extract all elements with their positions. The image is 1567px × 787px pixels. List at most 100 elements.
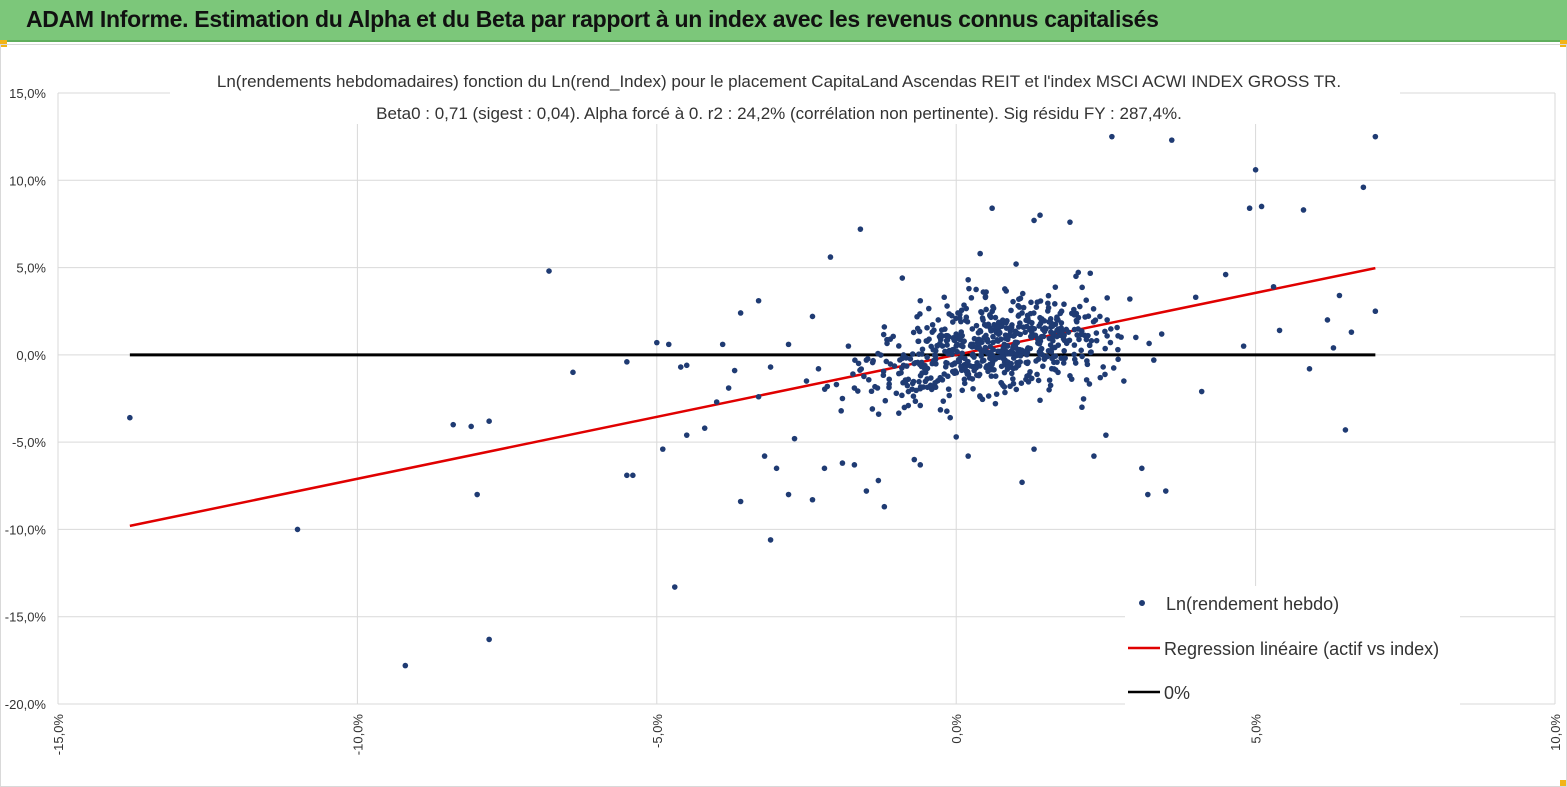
data-point (932, 380, 938, 386)
data-point (1102, 371, 1108, 378)
data-point (1046, 319, 1052, 325)
data-point (1022, 329, 1028, 336)
x-tick-label: -5,0% (650, 714, 665, 748)
data-point (977, 250, 983, 257)
data-point (988, 314, 994, 321)
data-point (1013, 386, 1020, 393)
data-point (1058, 320, 1065, 326)
data-point (1023, 376, 1029, 383)
data-point (1037, 397, 1043, 404)
data-point (941, 294, 948, 301)
data-point (864, 356, 871, 362)
data-point (905, 402, 912, 409)
data-point (979, 396, 986, 403)
data-point (1100, 364, 1106, 370)
data-point (992, 314, 999, 321)
data-point (914, 313, 920, 320)
data-point (1047, 382, 1054, 389)
data-point (942, 326, 948, 332)
data-point (1108, 326, 1114, 332)
data-point (875, 411, 882, 417)
data-point (839, 395, 846, 402)
data-point (949, 319, 956, 325)
data-point (970, 385, 976, 392)
data-point (917, 372, 924, 379)
data-point (1058, 325, 1065, 331)
y-tick-label: -15,0% (5, 610, 47, 625)
data-point (1342, 427, 1349, 433)
corner-handle-left (0, 40, 7, 47)
data-point (913, 387, 919, 394)
data-point (1192, 294, 1199, 301)
scatter-points (127, 133, 1379, 669)
data-point (988, 373, 995, 379)
data-point (1071, 351, 1077, 358)
data-point (1003, 319, 1009, 326)
data-point (1015, 313, 1022, 319)
data-point (1012, 344, 1019, 351)
data-point (980, 289, 987, 295)
data-point (939, 333, 945, 339)
data-point (851, 462, 858, 468)
data-point (893, 390, 900, 397)
data-point (1029, 332, 1036, 339)
data-point (1020, 304, 1027, 311)
data-point (1276, 327, 1283, 334)
data-point (950, 346, 957, 353)
data-point (1066, 337, 1072, 344)
data-point (1069, 310, 1075, 317)
data-point (919, 346, 926, 353)
data-point (951, 337, 958, 344)
data-point (1083, 336, 1090, 343)
data-point (990, 303, 996, 310)
data-point (925, 305, 932, 312)
data-point (450, 421, 457, 428)
data-point (1114, 324, 1120, 331)
data-point (969, 376, 976, 382)
data-point (1045, 300, 1051, 307)
data-point (932, 384, 939, 391)
data-point (1372, 308, 1379, 315)
data-point (868, 388, 875, 395)
data-point (1080, 396, 1087, 402)
data-point (1158, 331, 1165, 337)
data-point (474, 491, 480, 498)
regression-line (129, 266, 1376, 528)
data-point (1015, 302, 1022, 309)
data-point (737, 310, 744, 316)
data-point (850, 371, 856, 377)
data-point (1093, 330, 1100, 336)
data-point (956, 315, 963, 321)
data-point (973, 322, 980, 329)
data-point (861, 373, 867, 380)
data-point (1115, 356, 1121, 363)
data-point (945, 350, 952, 357)
data-point (983, 306, 989, 313)
data-point (890, 333, 897, 340)
data-point (966, 285, 972, 292)
data-point (1306, 366, 1313, 372)
data-point (911, 456, 918, 463)
data-point (1061, 355, 1067, 362)
data-point (937, 407, 944, 413)
x-tick-label: 0,0% (949, 714, 964, 744)
data-point (944, 408, 950, 414)
data-point (755, 393, 762, 400)
data-point (1048, 349, 1055, 355)
data-point (1082, 314, 1088, 320)
data-point (978, 353, 985, 359)
data-point (1071, 326, 1078, 333)
data-point (294, 526, 301, 533)
data-point (962, 317, 969, 324)
data-point (955, 310, 961, 316)
data-point (994, 324, 1001, 330)
axis-ticks: 15,0% 10,0% 5,0% 0,0% -5,0% -10,0% -15,0% -20,0… (5, 86, 1563, 755)
data-point (1035, 377, 1042, 384)
data-point (713, 399, 720, 405)
data-point (852, 357, 858, 363)
data-point (1067, 219, 1073, 225)
data-point (824, 383, 831, 390)
data-point (979, 315, 986, 321)
data-point (1045, 304, 1052, 311)
